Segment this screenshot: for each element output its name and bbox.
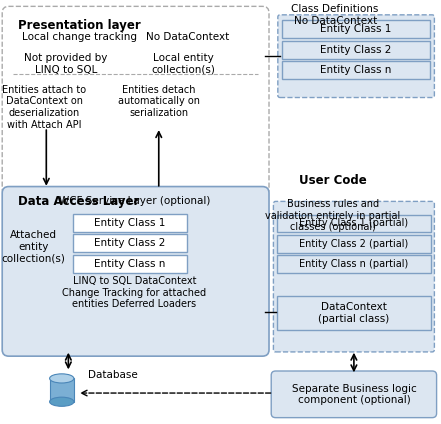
Bar	[282, 41, 430, 59]
Text: Entities detach
automatically on
serialization: Entities detach automatically on seriali…	[118, 85, 200, 118]
Bar	[73, 234, 187, 252]
Text: Class Definitions
No DataContext: Class Definitions No DataContext	[292, 4, 379, 26]
Bar	[282, 61, 430, 79]
Text: Entity Class 2 (partial): Entity Class 2 (partial)	[299, 239, 408, 249]
FancyBboxPatch shape	[2, 6, 269, 195]
Text: Entity Class n: Entity Class n	[94, 259, 166, 269]
FancyBboxPatch shape	[271, 371, 437, 418]
Bar	[277, 235, 431, 253]
Text: LINQ to SQL DataContext
Change Tracking for attached
entities Deferred Loaders: LINQ to SQL DataContext Change Tracking …	[63, 276, 206, 309]
Text: DataContext
(partial class): DataContext (partial class)	[318, 302, 389, 324]
Text: Entity Class 1: Entity Class 1	[94, 218, 166, 228]
Bar	[73, 255, 187, 273]
Ellipse shape	[50, 374, 74, 383]
FancyBboxPatch shape	[2, 187, 269, 356]
Bar	[73, 214, 187, 232]
Text: Entity Class 2: Entity Class 2	[321, 45, 392, 55]
Text: Entity Class 1 (partial): Entity Class 1 (partial)	[299, 218, 408, 229]
Text: Database: Database	[88, 370, 138, 380]
Text: Entity Class 2: Entity Class 2	[94, 238, 166, 248]
Text: Separate Business logic
component (optional): Separate Business logic component (optio…	[292, 384, 416, 405]
Text: Presentation layer: Presentation layer	[18, 19, 140, 32]
Text: Local entity
collection(s): Local entity collection(s)	[151, 53, 215, 75]
Text: Entity Class n: Entity Class n	[321, 65, 392, 75]
Bar	[282, 20, 430, 38]
FancyBboxPatch shape	[273, 201, 434, 352]
Text: Entity Class 1: Entity Class 1	[321, 24, 392, 34]
Text: No DataContext: No DataContext	[146, 32, 229, 42]
Bar	[277, 255, 431, 273]
Text: Entity Class n (partial): Entity Class n (partial)	[299, 259, 408, 269]
Bar	[277, 215, 431, 232]
Text: Local change tracking: Local change tracking	[22, 32, 137, 42]
Bar	[50, 378, 74, 402]
FancyBboxPatch shape	[278, 15, 434, 98]
Text: Data Access Layer: Data Access Layer	[18, 195, 139, 208]
Text: Entities attach to
DataContext on
deserialization
with Attach API: Entities attach to DataContext on deseri…	[2, 85, 86, 130]
Ellipse shape	[50, 397, 74, 406]
Text: WCF Service Layer (optional): WCF Service Layer (optional)	[59, 195, 210, 206]
Text: User Code: User Code	[299, 174, 367, 187]
Text: Attached
entity
collection(s): Attached entity collection(s)	[1, 230, 65, 263]
Text: Business rules and
validation entirely in partial
classes (optional): Business rules and validation entirely i…	[265, 199, 400, 232]
Text: Not provided by
LINQ to SQL: Not provided by LINQ to SQL	[24, 53, 108, 75]
Bar	[277, 296, 431, 330]
